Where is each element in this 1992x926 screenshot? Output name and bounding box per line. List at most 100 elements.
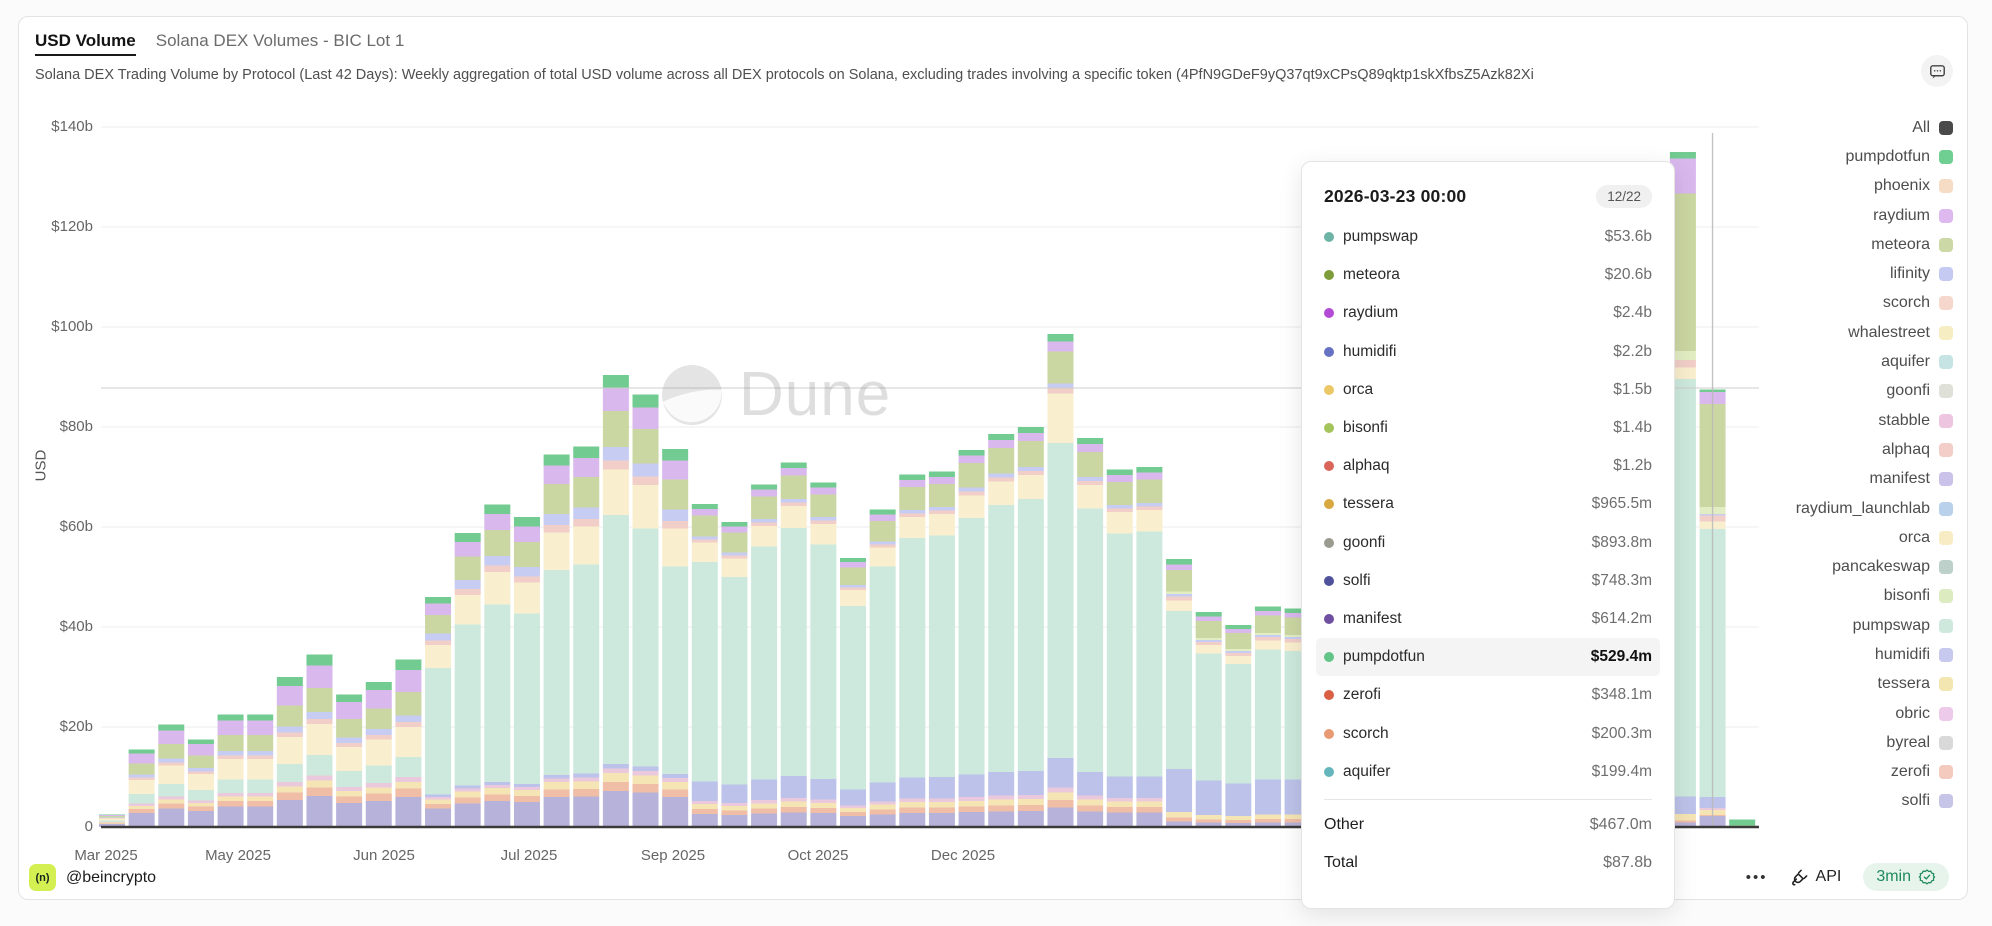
legend-item-byreal[interactable]: byreal	[1713, 728, 1953, 757]
series-dot-icon	[1324, 384, 1334, 395]
bar-week-35[interactable]	[1136, 467, 1163, 827]
tooltip-series-value: $348.1m	[1591, 686, 1652, 704]
legend-color-chip	[1939, 472, 1953, 487]
bar-week-7[interactable]	[306, 654, 333, 828]
api-label: API	[1815, 868, 1842, 885]
bar-week-26[interactable]	[869, 509, 896, 828]
tooltip-series-value: $2.2b	[1613, 342, 1652, 360]
legend-item-goonfi[interactable]: goonfi	[1713, 377, 1953, 406]
bar-week-3[interactable]	[187, 739, 214, 828]
bar-week-28[interactable]	[928, 471, 955, 828]
bar-week-36[interactable]	[1166, 559, 1193, 827]
bar-week-4[interactable]	[217, 714, 244, 828]
legend-item-scorch[interactable]: scorch	[1713, 289, 1953, 318]
tooltip-series-value: $2.4b	[1613, 304, 1652, 322]
bar-week-22[interactable]	[751, 484, 778, 828]
legend-item-alphaq[interactable]: alphaq	[1713, 435, 1953, 464]
series-dot-icon	[1324, 766, 1334, 777]
tooltip-series-value: $748.3m	[1591, 571, 1652, 589]
legend-item-lifinity[interactable]: lifinity	[1713, 259, 1953, 288]
tooltip-row-zerofi: zerofi $348.1m	[1324, 676, 1652, 714]
tooltip-total-value: $87.8b	[1603, 854, 1652, 872]
tooltip-series-value: $965.5m	[1591, 495, 1652, 513]
legend-item-raydium_launchlab[interactable]: raydium_launchlab	[1713, 494, 1953, 523]
legend-item-raydium[interactable]: raydium	[1713, 201, 1953, 230]
bar-week-11[interactable]	[425, 597, 452, 827]
bar-week-20[interactable]	[691, 504, 718, 827]
bar-week-25[interactable]	[840, 558, 866, 827]
bar-week-32[interactable]	[1047, 334, 1074, 827]
legend-color-chip	[1939, 208, 1953, 223]
tooltip-series-value: $1.5b	[1613, 380, 1652, 398]
bar-week-29[interactable]	[958, 450, 985, 827]
bar-week-0[interactable]	[99, 814, 125, 828]
bar-week-21[interactable]	[721, 522, 748, 827]
comment-icon[interactable]	[1921, 55, 1953, 87]
bar-week-33[interactable]	[1077, 438, 1104, 827]
tooltip-series-name: goonfi	[1343, 533, 1386, 551]
stacked-bar-plot[interactable]	[19, 17, 1969, 901]
verified-check-icon	[1918, 869, 1936, 885]
bar-week-18[interactable]	[632, 394, 659, 828]
bar-week-8[interactable]	[336, 694, 363, 828]
legend-item-phoenix[interactable]: phoenix	[1713, 172, 1953, 201]
tooltip-series-name: pumpswap	[1343, 228, 1418, 246]
legend-item-solfi[interactable]: solfi	[1713, 787, 1953, 816]
bar-week-24[interactable]	[810, 482, 837, 828]
series-dot-icon	[1324, 423, 1334, 434]
legend-item-manifest[interactable]: manifest	[1713, 465, 1953, 494]
bar-week-17[interactable]	[602, 375, 629, 827]
tooltip-series-name: orca	[1343, 380, 1374, 398]
api-button[interactable]: API	[1790, 868, 1842, 887]
legend-item-whalestreet[interactable]: whalestreet	[1713, 318, 1953, 347]
bar-week-2[interactable]	[158, 724, 185, 828]
bar-week-6[interactable]	[276, 677, 303, 827]
refresh-status-badge[interactable]: 3min	[1863, 863, 1949, 891]
legend-item-bisonfi[interactable]: bisonfi	[1713, 582, 1953, 611]
bar-week-34[interactable]	[1106, 469, 1133, 828]
bar-week-31[interactable]	[1017, 427, 1044, 827]
legend-item-pumpdotfun[interactable]: pumpdotfun	[1713, 142, 1953, 171]
bar-week-9[interactable]	[365, 682, 392, 827]
legend-item-aquifer[interactable]: aquifer	[1713, 347, 1953, 376]
bar-week-1[interactable]	[128, 749, 155, 828]
bar-week-23[interactable]	[780, 462, 807, 828]
bar-week-13[interactable]	[484, 504, 511, 828]
y-tick-label: $80b	[59, 418, 93, 435]
beincrypto-logo-icon[interactable]: (n)	[29, 864, 56, 891]
legend-item-orca[interactable]: orca	[1713, 523, 1953, 552]
tooltip-row-raydium: raydium $2.4b	[1324, 294, 1652, 332]
bar-week-30[interactable]	[988, 434, 1015, 827]
legend-item-pumpswap[interactable]: pumpswap	[1713, 611, 1953, 640]
chart-tooltip: 2026-03-23 00:00 12/22 pumpswap $53.6b met…	[1301, 161, 1675, 909]
legend-item-all[interactable]: All	[1713, 113, 1953, 142]
legend-item-obric[interactable]: obric	[1713, 699, 1953, 728]
legend-item-stabble[interactable]: stabble	[1713, 406, 1953, 435]
series-dot-icon	[1324, 308, 1334, 319]
series-dot-icon	[1324, 537, 1334, 548]
author-handle[interactable]: @beincrypto	[66, 868, 157, 886]
bar-week-10[interactable]	[395, 659, 422, 828]
bar-week-38[interactable]	[1225, 625, 1252, 827]
legend-label: solfi	[1901, 792, 1930, 810]
legend-item-tessera[interactable]: tessera	[1713, 670, 1953, 699]
legend-color-chip	[1939, 501, 1953, 516]
bar-week-37[interactable]	[1195, 612, 1222, 827]
bar-week-12[interactable]	[454, 533, 481, 827]
legend-item-humidifi[interactable]: humidifi	[1713, 640, 1953, 669]
bar-week-19[interactable]	[662, 449, 689, 827]
bar-week-39[interactable]	[1254, 606, 1281, 828]
tab-usd-volume[interactable]: USD Volume	[35, 31, 136, 56]
legend-color-chip	[1939, 794, 1953, 809]
more-menu-button[interactable]: •••	[1745, 868, 1768, 886]
bar-week-14[interactable]	[513, 517, 540, 827]
bar-week-5[interactable]	[247, 714, 274, 828]
footer-left: (n) @beincrypto	[29, 864, 156, 891]
tooltip-row-aquifer: aquifer $199.4m	[1324, 753, 1652, 791]
legend-item-pancakeswap[interactable]: pancakeswap	[1713, 552, 1953, 581]
legend-item-zerofi[interactable]: zerofi	[1713, 758, 1953, 787]
bar-week-27[interactable]	[899, 474, 926, 828]
bar-week-15[interactable]	[543, 454, 570, 828]
bar-week-16[interactable]	[573, 446, 600, 828]
legend-item-meteora[interactable]: meteora	[1713, 230, 1953, 259]
